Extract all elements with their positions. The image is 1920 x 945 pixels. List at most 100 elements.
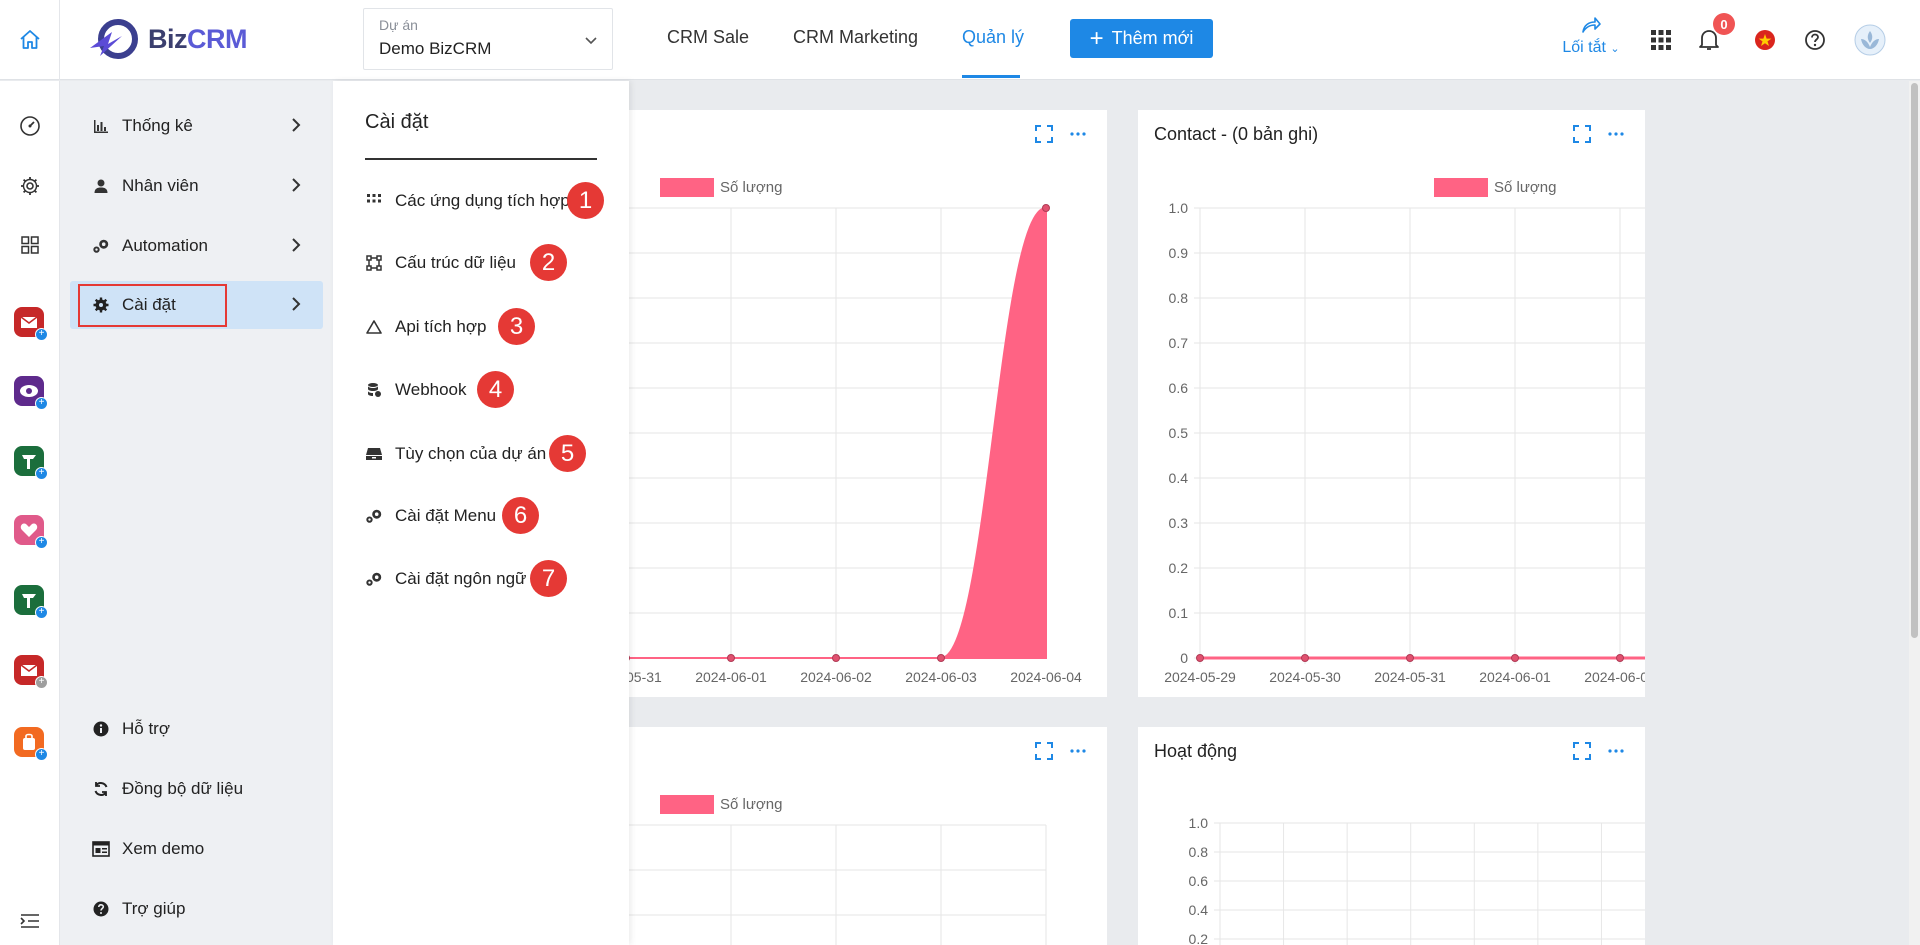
y-tick-label: 0.5 (1169, 425, 1189, 441)
tab-quan-ly[interactable]: Quản lý (962, 27, 1025, 47)
plus-badge-icon: + (35, 606, 48, 619)
gears-icon (92, 237, 110, 255)
legend-swatch (660, 178, 714, 197)
sidebar-item-label: Thống kê (122, 116, 193, 135)
shortcut-menu[interactable]: Lối tắt ⌄ (1555, 16, 1627, 57)
add-new-button[interactable]: + Thêm mới (1070, 19, 1213, 58)
data-point (1042, 204, 1050, 212)
triangle-icon (365, 318, 383, 336)
y-tick-label: 0.9 (1169, 245, 1189, 261)
sidebar-item-label: Cài đặt (122, 295, 176, 314)
data-point (1511, 654, 1519, 662)
sidebar-item-tro-giup[interactable]: Trợ giúp (70, 885, 323, 933)
tasks-app-icon[interactable]: + (14, 585, 48, 619)
mail-app-icon-2[interactable]: + (14, 655, 48, 689)
sidebar-item-xem-demo[interactable]: Xem demo (70, 825, 323, 873)
x-tick-label: 2024-06-04 (1010, 669, 1082, 685)
chart-3-svg (600, 824, 1047, 945)
y-tick-label: 0.8 (1189, 844, 1209, 860)
submenu-item-api[interactable]: Api tích hợp (365, 312, 486, 342)
help-button[interactable] (1801, 26, 1829, 54)
submenu-item-language-settings[interactable]: Cài đặt ngôn ngữ (365, 564, 526, 594)
eye-app-icon[interactable]: + (14, 376, 48, 410)
email-app-icon[interactable]: + (14, 307, 48, 341)
data-point (1301, 654, 1309, 662)
trello-app-icon[interactable]: + (14, 446, 48, 480)
card-title: Hoạt động (1154, 741, 1238, 761)
submenu-item-label: Cấu trúc dữ liệu (395, 253, 516, 272)
tab-crm-marketing[interactable]: CRM Marketing (793, 27, 919, 47)
sidebar-item-nhan-vien[interactable]: Nhân viên (70, 162, 323, 210)
tab-crm-sale[interactable]: CRM Sale (667, 27, 750, 47)
chart-4-svg: 1.0 0.8 0.6 0.4 0.2 (1189, 815, 1645, 945)
y-tick-label: 0.6 (1189, 873, 1209, 889)
add-new-label: Thêm mới (1111, 28, 1194, 48)
gear-icon (92, 296, 110, 314)
project-label: Dự án (379, 17, 418, 33)
scrollbar-thumb[interactable] (1911, 83, 1918, 638)
project-value: Demo BizCRM (379, 39, 492, 58)
step-number-badge: 5 (549, 435, 586, 472)
plus-badge-icon: + (35, 328, 48, 341)
active-tab-indicator (962, 75, 1020, 78)
shortcut-label: Lối tắt (1562, 39, 1606, 56)
data-point (1616, 654, 1624, 662)
settings-rail-button[interactable] (15, 171, 45, 201)
expand-icon (1573, 125, 1591, 143)
more-dots-icon (1070, 132, 1086, 136)
step-number-badge: 7 (530, 560, 567, 597)
dashboard-rail-button[interactable] (15, 111, 45, 141)
data-point (1196, 654, 1204, 662)
data-point (937, 654, 945, 662)
more-button[interactable] (1605, 123, 1627, 145)
logo-icon (90, 19, 138, 59)
expand-button[interactable] (1571, 740, 1593, 762)
heart-app-icon[interactable]: + (14, 515, 48, 549)
submenu-item-menu-settings[interactable]: Cài đặt Menu (365, 501, 496, 531)
bell-icon (1699, 30, 1719, 50)
more-button[interactable] (1067, 740, 1089, 762)
collapse-menu-button[interactable] (15, 906, 45, 936)
project-select[interactable]: Dự án Demo BizCRM (363, 8, 613, 70)
page-scrollbar[interactable] (1909, 81, 1920, 945)
language-flag-button[interactable] (1751, 26, 1779, 54)
settings-submenu: Cài đặt Các ứng dụng tích hợp 1 Cấu trúc… (333, 81, 629, 945)
submenu-item-integrations[interactable]: Các ứng dụng tích hợp (365, 186, 570, 216)
y-tick-label: 1.0 (1189, 815, 1209, 831)
more-button[interactable] (1605, 740, 1627, 762)
x-tick-label: 2024-06-02 (800, 669, 872, 685)
home-button[interactable] (0, 0, 60, 80)
sidebar-item-thong-ke[interactable]: Thống kê (70, 102, 323, 150)
gears-icon (365, 507, 383, 525)
shopping-bag-icon (23, 733, 35, 750)
submenu-item-project-options[interactable]: Tùy chọn của dự án (365, 439, 546, 469)
sidebar-item-dong-bo[interactable]: Đồng bộ dữ liệu (70, 765, 323, 813)
sync-icon (92, 780, 110, 798)
shop-app-icon[interactable]: + (14, 727, 48, 761)
sidebar-item-ho-tro[interactable]: Hỗ trợ (70, 705, 323, 753)
chart-1-svg: 2024-05-312024-06-012024-06-022024-06-03… (600, 204, 1082, 685)
card-tools (1571, 123, 1627, 145)
step-number-badge: 2 (530, 244, 567, 281)
gear-icon (21, 177, 39, 195)
modules-rail-button[interactable] (15, 230, 45, 260)
more-button[interactable] (1067, 123, 1089, 145)
sidebar-menu: Thống kê Nhân viên Automation Cài đặt Hỗ… (60, 81, 333, 945)
apps-grid-button[interactable] (1647, 26, 1675, 54)
notifications-button[interactable] (1695, 26, 1723, 54)
step-number-badge: 4 (477, 371, 514, 408)
submenu-item-data-structure[interactable]: Cấu trúc dữ liệu (365, 248, 516, 278)
user-avatar[interactable] (1854, 24, 1886, 56)
top-header: BizCRM Dự án Demo BizCRM CRM Sale CRM Ma… (0, 0, 1920, 80)
expand-button[interactable] (1033, 123, 1055, 145)
submenu-item-label: Cài đặt ngôn ngữ (395, 569, 527, 588)
menu-collapse-icon (20, 914, 39, 928)
app-logo[interactable]: BizCRM (88, 18, 248, 60)
expand-icon (1035, 125, 1053, 143)
sidebar-item-automation[interactable]: Automation (70, 222, 323, 270)
sidebar-item-cai-dat[interactable]: Cài đặt (70, 281, 323, 329)
submenu-item-webhook[interactable]: Webhook (365, 375, 467, 405)
series-area (625, 206, 1047, 660)
expand-button[interactable] (1571, 123, 1593, 145)
expand-button[interactable] (1033, 740, 1055, 762)
